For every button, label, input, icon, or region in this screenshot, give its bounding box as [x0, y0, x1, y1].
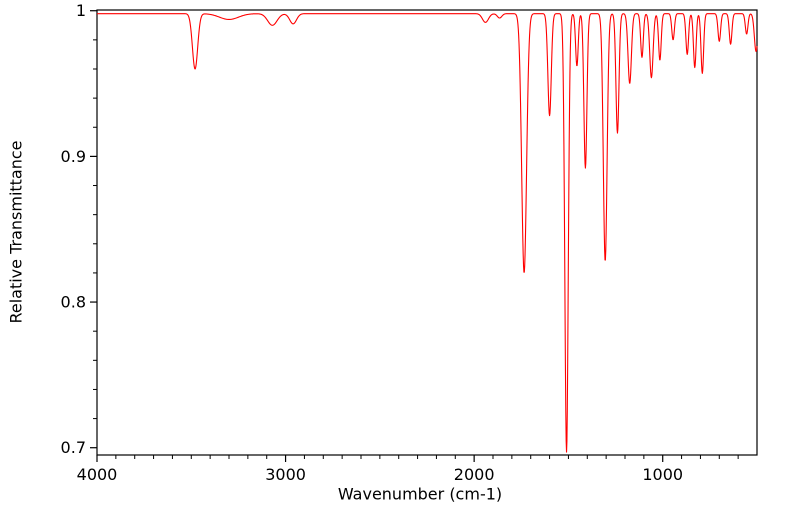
x-axis-title: Wavenumber (cm-1): [337, 484, 503, 504]
plot-frame: [96, 9, 758, 456]
x-tick-label: 2000: [454, 465, 495, 484]
spectrum-line: [96, 13, 758, 453]
y-tick-label: 1: [76, 1, 86, 20]
x-tick-label: 3000: [265, 465, 306, 484]
y-tick-label: 0.8: [61, 293, 86, 312]
x-tick-label: 1000: [642, 465, 683, 484]
x-tick-label: 4000: [77, 465, 118, 484]
y-tick-label: 0.7: [61, 438, 86, 457]
y-axis-title: Relative Transmittance: [6, 140, 26, 324]
y-tick-label: 0.9: [61, 147, 86, 166]
